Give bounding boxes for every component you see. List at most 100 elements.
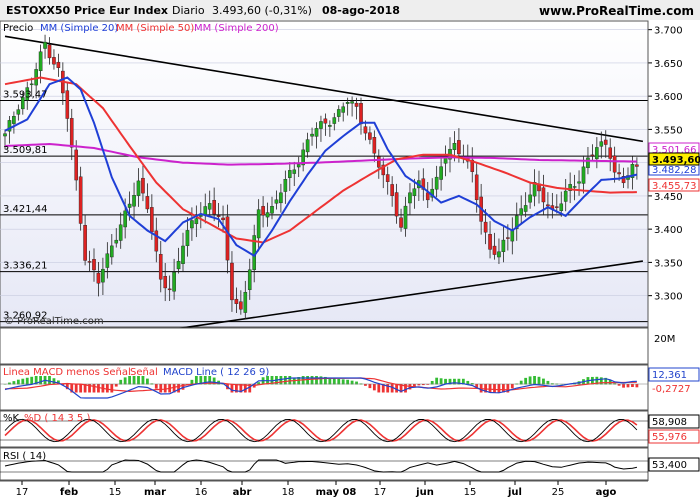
price-axis-label: 3.600 [654, 92, 683, 103]
macd-bar [519, 380, 523, 385]
candle-body [118, 224, 123, 241]
stoch-tag-k: 58,908 [652, 417, 687, 428]
macd-bar [123, 377, 127, 385]
macd-bar [52, 378, 56, 385]
macd-bar [172, 384, 176, 393]
macd-bar [395, 384, 398, 393]
macd-bar [421, 384, 425, 386]
candle-body [92, 259, 96, 271]
macd-bar [137, 376, 140, 385]
macd-bar [524, 377, 528, 385]
candle-body [492, 245, 497, 255]
level-labels: 3.593,47 3.509,81 3.421,44 3.336,21 3.260,92 [3, 89, 48, 321]
candle-body [434, 176, 439, 190]
candle-body [234, 298, 239, 304]
x-axis-label: mar [144, 487, 166, 498]
macd-tag-bottom: -0,2727 [652, 384, 691, 395]
candle-body [595, 147, 599, 160]
price-legend-label: Precio [3, 23, 33, 34]
macd-bar [21, 378, 25, 385]
volume-tick: 20M [654, 334, 675, 345]
candle-body [314, 128, 319, 137]
candle-body [172, 272, 176, 292]
candle-body [301, 149, 305, 166]
rsi-line [4, 459, 638, 473]
macd-bar [341, 379, 345, 385]
candle-body [225, 216, 230, 261]
macd-bar [466, 380, 470, 385]
ma50-tag-box [648, 178, 700, 192]
candle-body [408, 192, 412, 204]
macd-bar [34, 376, 38, 385]
macd-bar [493, 384, 496, 393]
candle-body [194, 218, 199, 225]
candle-body [514, 215, 519, 229]
candle-body [83, 225, 87, 261]
candle-body [167, 288, 172, 291]
candle-body [354, 102, 359, 107]
stoch-tag-k-box [648, 414, 700, 429]
macd-bar [208, 376, 212, 385]
macd-bar [310, 376, 314, 385]
candle-body [141, 177, 145, 194]
macd-label-line: MACD Line ( 12 26 9) [163, 367, 269, 378]
macd-bar [30, 376, 34, 385]
candle-body [154, 230, 159, 252]
candle-body [239, 301, 243, 310]
candle-body [21, 97, 25, 110]
candle-body [608, 147, 612, 159]
candle-body [439, 166, 443, 180]
candle-body [568, 184, 572, 191]
macd-bar [537, 376, 541, 385]
macd-bar [190, 379, 194, 385]
macd-bar [350, 380, 354, 385]
x-axis-label: 15 [464, 487, 477, 498]
x-axis-label: may 08 [316, 487, 357, 498]
price-axis-label: 3.400 [654, 225, 683, 236]
macd-tag-top-box [648, 367, 700, 382]
macd-bar [239, 384, 243, 393]
horizontal-levels [0, 99, 648, 323]
brand-url: www.ProRealTime.com [539, 4, 694, 18]
candle-body [474, 174, 479, 201]
macd-bar [181, 384, 185, 390]
ma20-tag: 3.482,28 [652, 165, 697, 176]
macd-bar [542, 378, 545, 385]
candle-body [65, 90, 70, 119]
trendlines [4, 35, 644, 337]
candle-body [412, 188, 417, 196]
candle-body [328, 125, 332, 127]
candle-body [350, 101, 354, 104]
macd-bar [212, 377, 216, 385]
time-axis: 17 feb 15 mar 16 abr 18 may 08 17 jun 15 jul 25 ago [16, 481, 617, 498]
candle-body [470, 159, 475, 172]
macd-bar [426, 384, 430, 385]
ma20-legend: MM (Simple 20) [40, 23, 118, 34]
macd-bar [257, 382, 261, 385]
macd-signal-line [4, 377, 637, 393]
candle-body [319, 121, 323, 129]
macd-bar [404, 384, 407, 393]
candle-body [385, 174, 390, 182]
x-axis-label: 16 [195, 487, 208, 498]
macd-bar [328, 377, 332, 385]
macd-bar [97, 384, 100, 393]
candle-body [506, 237, 510, 239]
macd-bar [248, 384, 252, 393]
x-axis-label: jun [415, 487, 434, 498]
macd-bar [279, 376, 283, 385]
last_price-tag-box [648, 152, 700, 166]
macd-main-line [4, 377, 637, 399]
candle-body [43, 41, 47, 49]
x-axis-label: 18 [282, 487, 295, 498]
macd-bar [604, 377, 608, 385]
macd-bar [119, 379, 123, 385]
macd-bar [203, 376, 207, 385]
macd-bar [444, 378, 447, 385]
candle-body [341, 106, 346, 113]
macd-bar [132, 376, 136, 385]
rsi-tag-box [648, 457, 700, 472]
candle-body [158, 254, 163, 280]
x-axis-label: jul [507, 487, 522, 498]
macd-bar [430, 380, 434, 385]
